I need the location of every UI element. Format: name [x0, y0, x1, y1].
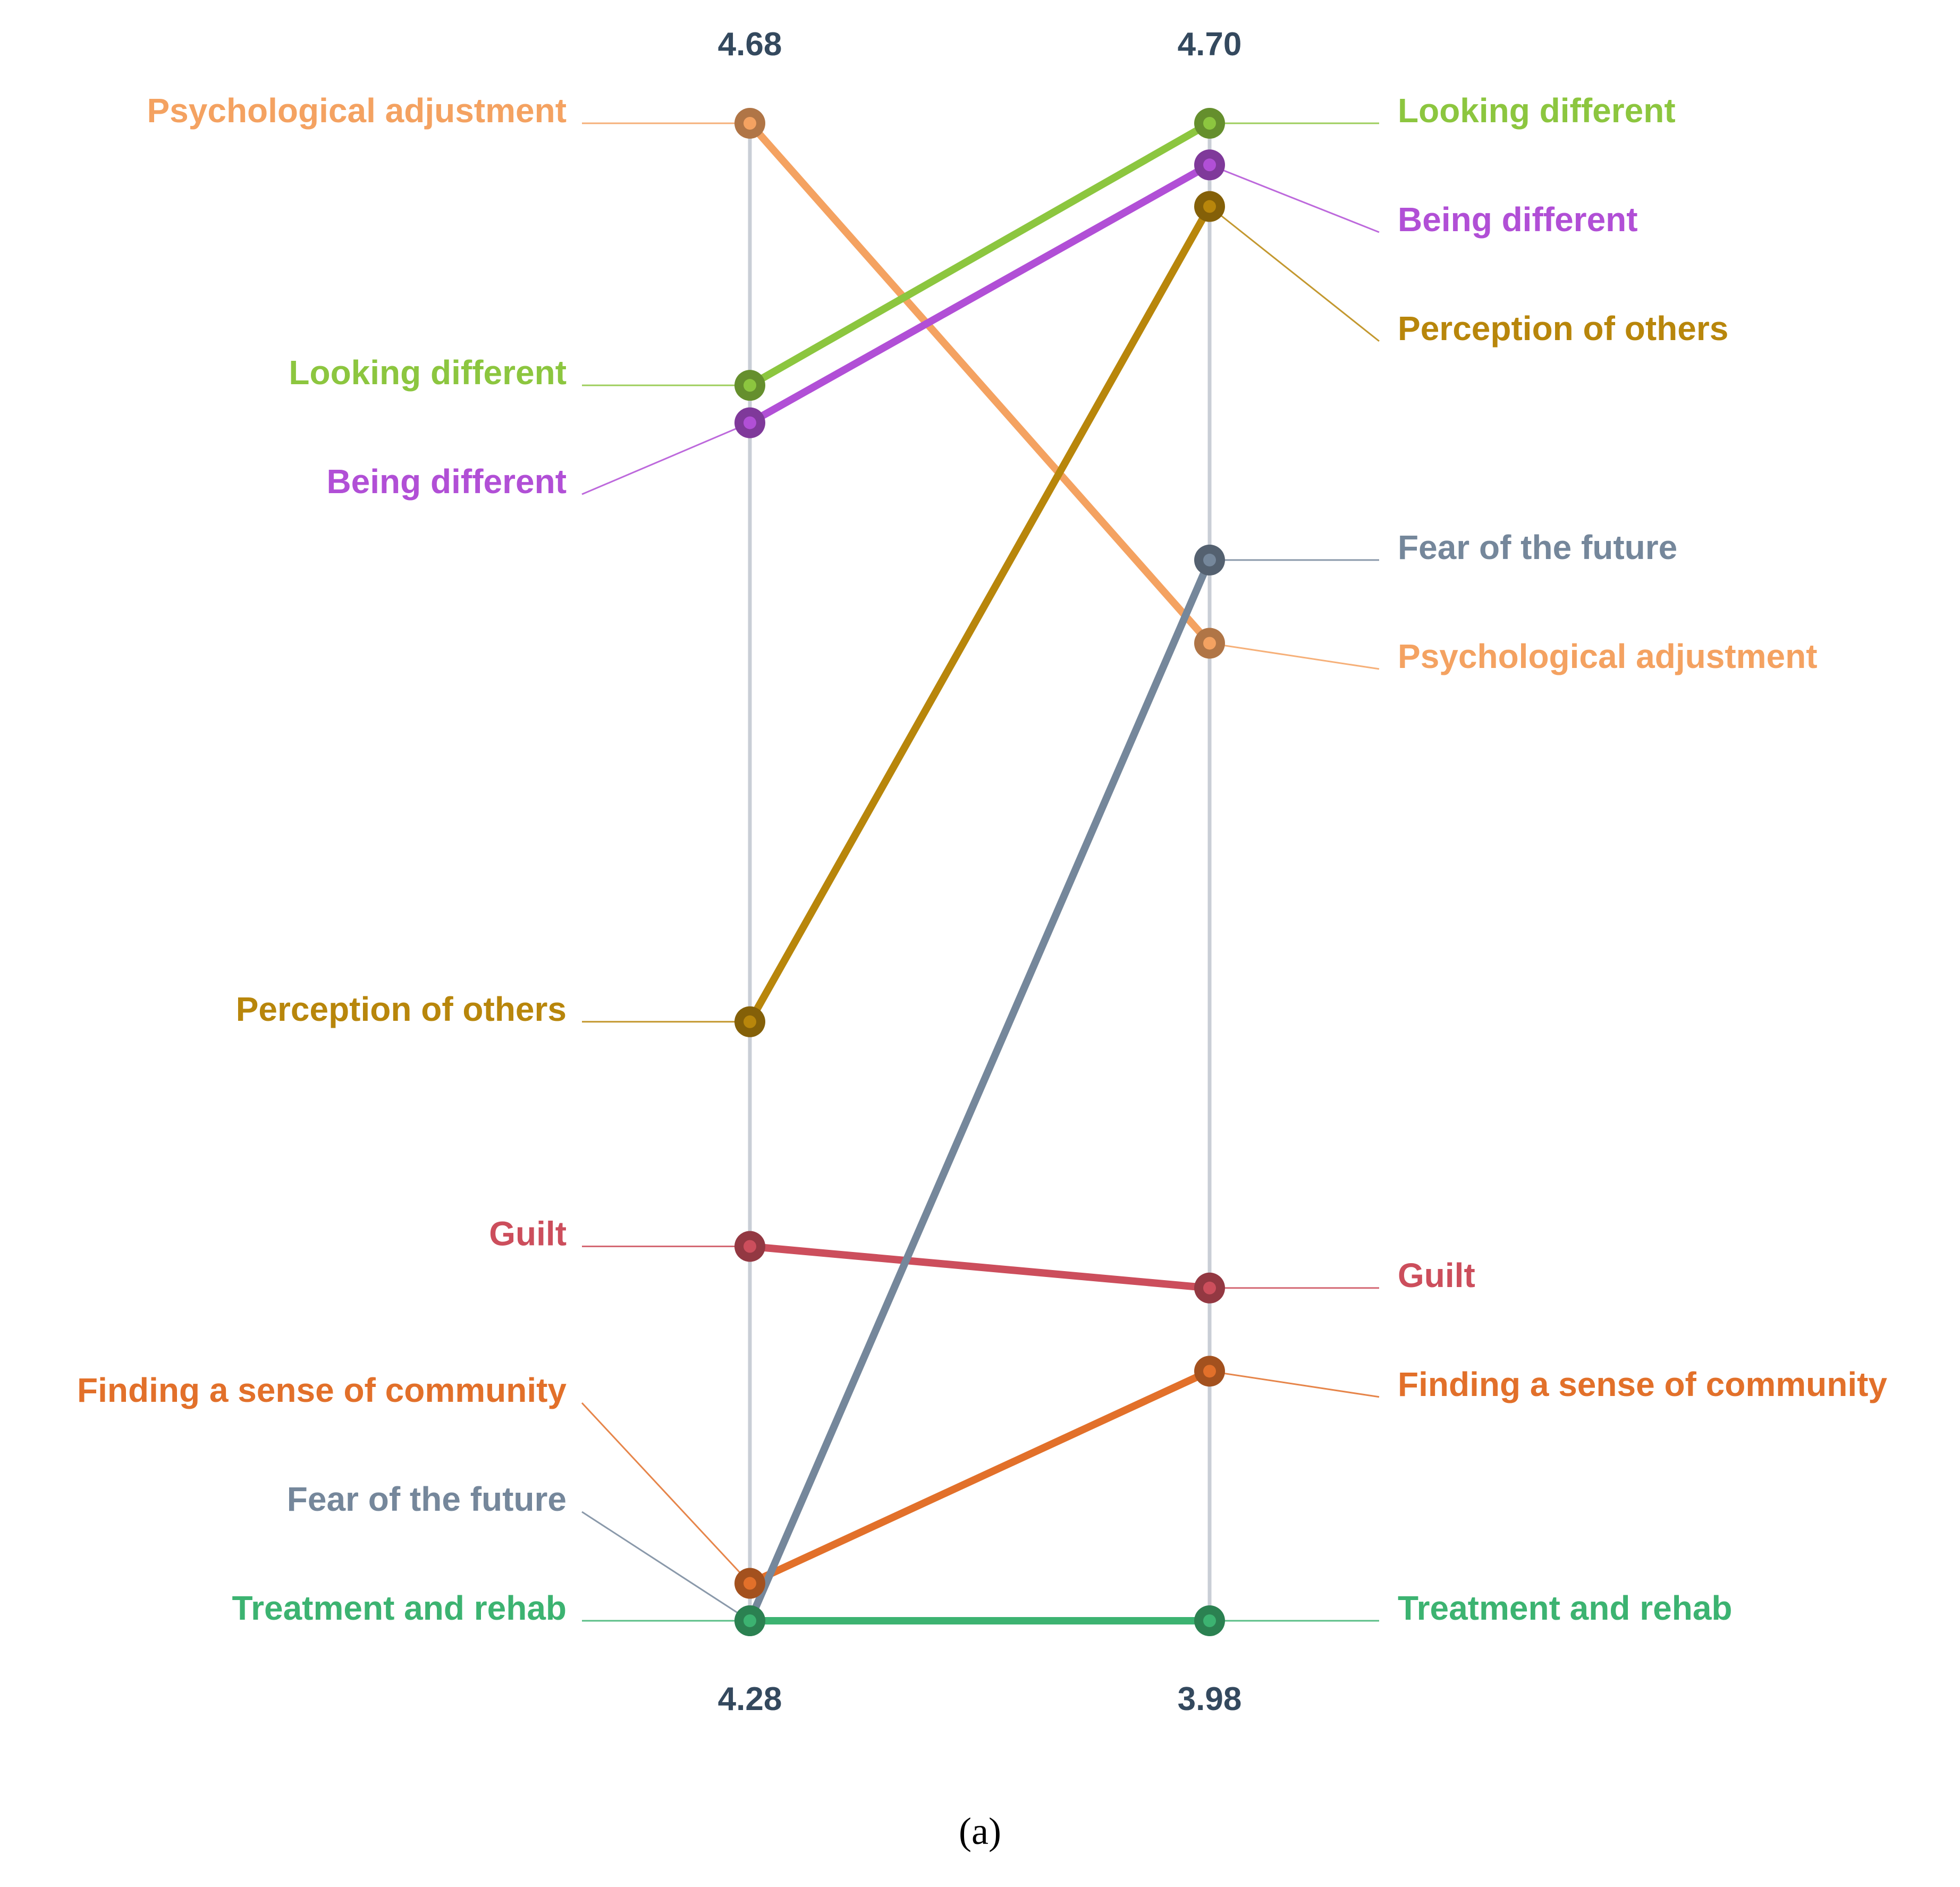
point-center-left-finding-a-sense-of-community — [744, 1577, 756, 1590]
label-left-treatment-and-rehab: Treatment and rehab — [232, 1589, 567, 1627]
data-points — [734, 108, 1225, 1636]
point-center-left-psychological-adjustment — [744, 117, 756, 130]
connector-right-psychological-adjustment — [1209, 642, 1380, 670]
point-center-right-guilt — [1203, 1281, 1216, 1294]
point-center-left-treatment-and-rehab — [744, 1614, 756, 1627]
slope-line-guilt — [746, 1242, 1213, 1292]
point-center-left-perception-of-others — [744, 1015, 756, 1028]
point-center-right-perception-of-others — [1203, 200, 1216, 213]
label-right-finding-a-sense-of-community: Finding a sense of community — [1398, 1365, 1887, 1403]
right-bottom-value: 3.98 — [1178, 1681, 1242, 1717]
label-left-being-different: Being different — [326, 462, 567, 501]
label-right-looking-different: Looking different — [1398, 91, 1676, 130]
connector-right-finding-a-sense-of-community — [1209, 1370, 1380, 1398]
slope-lines — [746, 120, 1213, 1624]
label-right-perception-of-others: Perception of others — [1398, 309, 1728, 348]
slope-line-looking-different — [746, 120, 1213, 390]
right-top-value: 4.70 — [1178, 26, 1242, 63]
connector-left-being-different — [581, 422, 750, 495]
category-labels: Psychological adjustment Psychological ad… — [77, 91, 1887, 1627]
slope-line-being-different — [746, 161, 1213, 427]
slope-line-perception-of-others — [746, 202, 1213, 1026]
left-top-value: 4.68 — [718, 26, 782, 63]
point-center-left-being-different — [744, 416, 756, 429]
label-left-perception-of-others: Perception of others — [236, 990, 567, 1028]
connector-right-perception-of-others — [1209, 206, 1380, 342]
figure-caption: (a) — [959, 1810, 1001, 1852]
point-center-left-looking-different — [744, 379, 756, 392]
point-center-right-psychological-adjustment — [1203, 637, 1216, 650]
label-left-looking-different: Looking different — [289, 353, 567, 392]
point-center-right-finding-a-sense-of-community — [1203, 1365, 1216, 1378]
label-right-psychological-adjustment: Psychological adjustment — [1398, 637, 1818, 675]
point-center-right-being-different — [1203, 158, 1216, 172]
slope-line-finding-a-sense-of-community — [746, 1367, 1213, 1587]
label-left-finding-a-sense-of-community: Finding a sense of community — [77, 1371, 567, 1409]
label-connectors — [581, 122, 1380, 1622]
label-right-guilt: Guilt — [1398, 1256, 1475, 1294]
label-right-treatment-and-rehab: Treatment and rehab — [1398, 1589, 1733, 1627]
slope-line-fear-of-the-future — [746, 556, 1213, 1624]
point-center-right-looking-different — [1203, 117, 1216, 130]
point-center-left-guilt — [744, 1240, 756, 1253]
connector-left-finding-a-sense-of-community — [581, 1402, 751, 1584]
label-left-psychological-adjustment: Psychological adjustment — [147, 91, 567, 130]
connector-left-fear-of-the-future — [581, 1511, 750, 1622]
label-left-guilt: Guilt — [489, 1215, 567, 1253]
slope-line-psychological-adjustment — [746, 120, 1213, 647]
point-center-right-fear-of-the-future — [1203, 553, 1216, 566]
point-center-right-treatment-and-rehab — [1203, 1614, 1216, 1627]
connector-right-being-different — [1209, 164, 1380, 233]
left-bottom-value: 4.28 — [718, 1681, 782, 1717]
label-right-fear-of-the-future: Fear of the future — [1398, 528, 1677, 566]
label-left-fear-of-the-future: Fear of the future — [287, 1480, 567, 1518]
label-right-being-different: Being different — [1398, 200, 1638, 239]
